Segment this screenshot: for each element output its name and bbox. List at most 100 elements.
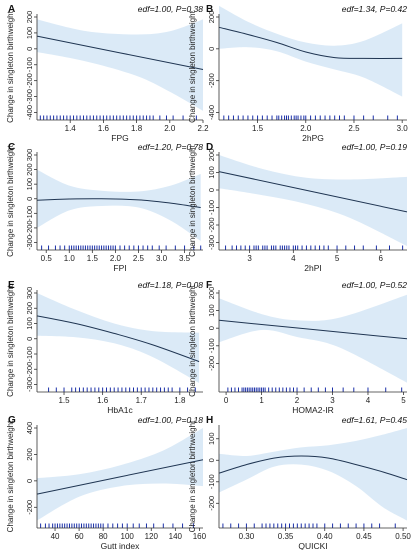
x-tick-label: 3.5 — [179, 254, 191, 263]
y-axis-title: Change in singleton birthweight — [6, 284, 15, 396]
confidence-band — [37, 19, 203, 111]
x-tick-label: 1 — [259, 396, 264, 405]
x-tick-label: 80 — [99, 532, 108, 541]
y-tick-label: 0 — [207, 326, 216, 330]
y-tick-label: 200 — [207, 149, 216, 162]
x-tick-label: 4 — [366, 396, 371, 405]
y-tick-label: 0 — [25, 47, 34, 51]
y-tick-label: 200 — [25, 302, 34, 315]
confidence-band — [219, 155, 407, 246]
panel-label: G — [8, 415, 16, 426]
x-tick-label: 1.8 — [131, 124, 143, 133]
y-tick-label: -200 — [207, 73, 216, 88]
x-tick-label: 0.35 — [278, 532, 294, 541]
y-axis-title: Change in singleton birthweight — [188, 420, 197, 532]
x-tick-label: 6 — [379, 254, 384, 263]
confidence-band — [37, 293, 200, 383]
x-tick-label: 3 — [330, 396, 335, 405]
y-tick-label: -300 — [25, 235, 34, 250]
y-tick-label: -200 — [207, 217, 216, 232]
x-tick-label: 1.5 — [252, 124, 264, 133]
y-tick-label: -200 — [207, 356, 216, 371]
x-axis-title: 2hPI — [304, 263, 322, 273]
x-tick-label: 140 — [169, 532, 183, 541]
panel-label: B — [206, 4, 213, 15]
x-axis-title: 2hPG — [302, 133, 324, 143]
y-tick-label: -100 — [207, 338, 216, 353]
confidence-band — [219, 428, 407, 521]
fitted-curve — [36, 35, 204, 70]
annotation: edf=1.20, P=0.78 — [138, 142, 203, 152]
annotation: edf=1.00, P=0.18 — [138, 415, 203, 425]
fitted-curve — [218, 319, 408, 340]
x-tick-label: 1.6 — [98, 124, 110, 133]
panel-label: F — [206, 280, 212, 291]
confidence-band — [219, 294, 407, 383]
x-tick-label: 1.0 — [64, 254, 76, 263]
x-tick-label: 0.40 — [317, 532, 333, 541]
x-tick-label: 0.5 — [41, 254, 53, 263]
x-tick-label: 2.0 — [300, 124, 312, 133]
x-tick-label: 2.0 — [164, 124, 176, 133]
y-tick-label: 100 — [25, 27, 34, 40]
x-tick-label: 100 — [121, 532, 135, 541]
annotation: edf=1.00, P=0.19 — [342, 142, 407, 152]
y-axis-title: Change in singleton birthweight — [188, 10, 197, 122]
x-tick-label: 3.0 — [397, 124, 409, 133]
y-tick-label: -200 — [207, 496, 216, 511]
y-tick-label: -400 — [207, 105, 216, 120]
fitted-curve — [218, 455, 408, 481]
panel-label: D — [206, 142, 213, 153]
x-tick-label: 1.5 — [58, 396, 70, 405]
annotation: edf=1.00, P=0.38 — [138, 4, 203, 14]
y-axis-title: Change in singleton birthweight — [6, 420, 15, 532]
x-tick-label: 5 — [401, 396, 406, 405]
y-tick-label: -200 — [25, 362, 34, 377]
annotation: edf=1.34, P=0.42 — [342, 4, 407, 14]
y-tick-label: 0 — [207, 458, 216, 462]
y-tick-label: 100 — [207, 432, 216, 445]
y-tick-label: 0 — [25, 197, 34, 201]
x-tick-label: 1.7 — [136, 396, 148, 405]
x-axis-title: Gutt index — [101, 541, 140, 550]
y-tick-label: 400 — [25, 422, 34, 435]
y-tick-label: 200 — [25, 163, 34, 176]
y-axis-title: Change in singleton birthweight — [188, 144, 197, 256]
x-tick-label: 2.0 — [110, 254, 122, 263]
panel-a: 1.4 1.6 1.8 2.0 2.2 -400-300-200-100 0 100 200 FP… — [6, 4, 209, 143]
y-tick-label: 200 — [207, 287, 216, 300]
x-tick-label: 0 — [224, 396, 229, 405]
x-axis-title: HOMA2-IR — [292, 405, 334, 415]
x-tick-label: 0.45 — [356, 532, 372, 541]
x-tick-label: 0.50 — [395, 532, 411, 541]
x-tick-label: 1.4 — [65, 124, 77, 133]
confidence-band — [37, 428, 203, 521]
y-tick-label: 200 — [25, 11, 34, 24]
annotation: edf=1.18, P=0.08 — [138, 280, 203, 290]
x-axis-title: FPI — [113, 263, 126, 273]
annotation: edf=1.61, P=0.45 — [342, 415, 407, 425]
fitted-curve — [36, 459, 204, 495]
y-tick-label: -100 — [25, 206, 34, 221]
panel-f: 0 1 2 3 4 5 -200 -100 0 100 200 HOMA2-IR Change in s… — [188, 280, 407, 415]
panel-label: C — [8, 142, 15, 153]
x-tick-label: 1.5 — [87, 254, 99, 263]
y-tick-label: 0 — [25, 337, 34, 341]
y-tick-label: 100 — [207, 304, 216, 317]
y-tick-label: 300 — [25, 149, 34, 162]
x-tick-label: 3.0 — [156, 254, 168, 263]
y-tick-label: 200 — [207, 11, 216, 24]
x-tick-label: 0.30 — [239, 532, 255, 541]
panel-label: E — [8, 280, 15, 291]
y-tick-label: 0 — [207, 47, 216, 51]
y-axis-title: Change in singleton birthweight — [6, 10, 15, 122]
x-axis-title: HbA1c — [107, 405, 133, 415]
y-tick-label: -300 — [25, 377, 34, 392]
y-tick-label: -200 — [25, 73, 34, 88]
y-tick-label: -200 — [25, 220, 34, 235]
y-tick-label: 100 — [25, 317, 34, 330]
y-tick-label: 200 — [25, 448, 34, 461]
confidence-band — [37, 169, 201, 241]
x-tick-label: 4 — [291, 254, 296, 263]
